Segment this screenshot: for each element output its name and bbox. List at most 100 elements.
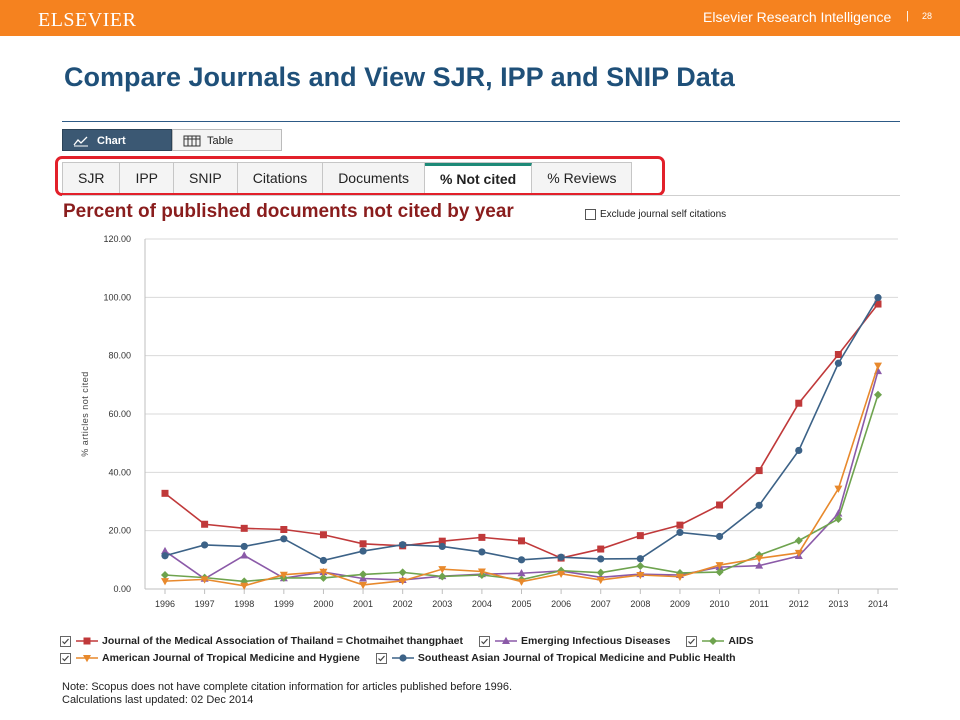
data-point [161,552,169,560]
data-point [240,582,249,590]
legend-item[interactable]: Emerging Infectious Diseases [479,635,670,647]
legend-marker [702,637,725,645]
data-point [676,528,684,537]
x-tick-label: 2005 [511,599,531,609]
legend-item[interactable]: Southeast Asian Journal of Tropical Medi… [375,652,736,664]
exclude-self-citations-option[interactable]: Exclude journal self citations [585,209,726,220]
line-chart-icon [73,136,88,147]
x-tick-label: 2007 [591,599,611,609]
footnote: Note: Scopus does not have complete cita… [62,681,512,707]
chart-view-button[interactable]: Chart [62,129,172,151]
x-tick-label: 1999 [274,599,294,609]
tab-documents[interactable]: Documents [323,163,425,193]
data-point [675,573,684,581]
data-point [240,524,248,532]
data-point [161,546,169,555]
x-tick-label: 2012 [789,599,809,609]
header-separator: | [906,10,909,22]
y-tick-label: 60.00 [108,409,131,419]
table-view-label: Table [207,135,234,147]
data-point [319,556,328,565]
series-line [164,297,879,562]
page-number: 28 [922,11,933,21]
exclude-self-citations-checkbox[interactable] [585,209,596,220]
legend-marker-shape [709,637,718,645]
data-point [359,581,368,590]
data-point [438,566,447,574]
y-tick-label: 80.00 [108,351,131,361]
x-tick-label: 2011 [749,599,768,609]
data-point [834,351,842,358]
tab-snip[interactable]: SNIP [174,163,238,193]
tab-ipp[interactable]: IPP [120,163,175,193]
table-icon [183,135,201,147]
data-point [161,578,169,586]
elsevier-logo: ELSEVIER [38,9,137,31]
data-point [161,489,169,497]
legend-checkbox-icon[interactable] [479,635,491,647]
data-point [319,573,328,582]
x-tick-label: 2004 [472,599,492,609]
legend-row-1: Journal of the Medical Association of Th… [60,635,770,647]
legend-checkbox-icon[interactable] [686,635,698,647]
data-point [438,542,446,551]
data-point [636,572,645,580]
x-tick-label: 2013 [828,599,848,609]
metric-tabs: SJR IPP SNIP Citations Documents % Not c… [62,162,633,196]
tab-citations[interactable]: Citations [237,163,324,193]
tab-percent-reviews[interactable]: % Reviews [532,163,632,193]
legend-checkbox-icon[interactable] [375,652,387,664]
table-view-button[interactable]: Table [172,129,282,151]
x-tick-label: 2006 [551,599,571,609]
legend-marker [495,636,518,644]
data-point [715,562,724,570]
data-point [478,533,486,541]
data-point [636,555,644,563]
data-point [715,532,724,541]
data-point [794,536,803,545]
legend-label: Journal of the Medical Association of Th… [102,635,464,647]
data-point [201,520,209,528]
x-tick-label: 2003 [432,599,452,609]
tab-sjr[interactable]: SJR [63,163,121,193]
x-tick-label: 1998 [234,599,254,609]
data-point [755,467,763,475]
data-point [517,569,526,577]
legend-marker-shape [83,637,91,645]
legend-label: Southeast Asian Journal of Tropical Medi… [417,652,736,664]
legend-item[interactable]: AIDS [686,635,754,647]
product-name: Elsevier Research Intelligence [703,9,892,25]
data-point [834,485,843,493]
x-tick-label: 2001 [353,599,373,609]
legend-checkbox-icon[interactable] [60,635,71,647]
data-point [834,359,842,367]
data-point [636,532,644,540]
page-title: Compare Journals and View SJR, IPP and S… [64,62,735,92]
data-point [399,541,407,549]
data-point [359,570,368,579]
legend-checkbox-icon[interactable] [60,652,71,664]
data-point [755,561,764,569]
y-tick-label: 100.00 [103,292,131,302]
data-point [557,553,565,561]
y-tick-label: 20.00 [108,526,131,536]
legend-row-2: American Journal of Tropical Medicine an… [60,652,752,664]
legend-label: AIDS [728,635,754,647]
data-point [715,568,724,577]
title-divider [62,121,900,122]
series-line [164,370,879,581]
data-point [597,545,605,553]
chart-view-label: Chart [97,135,126,147]
y-tick-label: 120.00 [103,234,131,244]
tab-percent-not-cited[interactable]: % Not cited [425,163,533,196]
scopus-note: Note: Scopus does not have complete cita… [62,681,513,693]
data-point [398,577,407,586]
legend-item[interactable]: American Journal of Tropical Medicine an… [60,652,360,664]
data-point [557,570,566,579]
legend-item[interactable]: Journal of the Medical Association of Th… [60,635,463,647]
data-point [874,294,882,302]
legend-label: American Journal of Tropical Medicine an… [102,652,360,664]
chart-subtitle: Percent of published documents not cited… [63,201,514,222]
exclude-self-citations-label: Exclude journal self citations [600,209,727,220]
